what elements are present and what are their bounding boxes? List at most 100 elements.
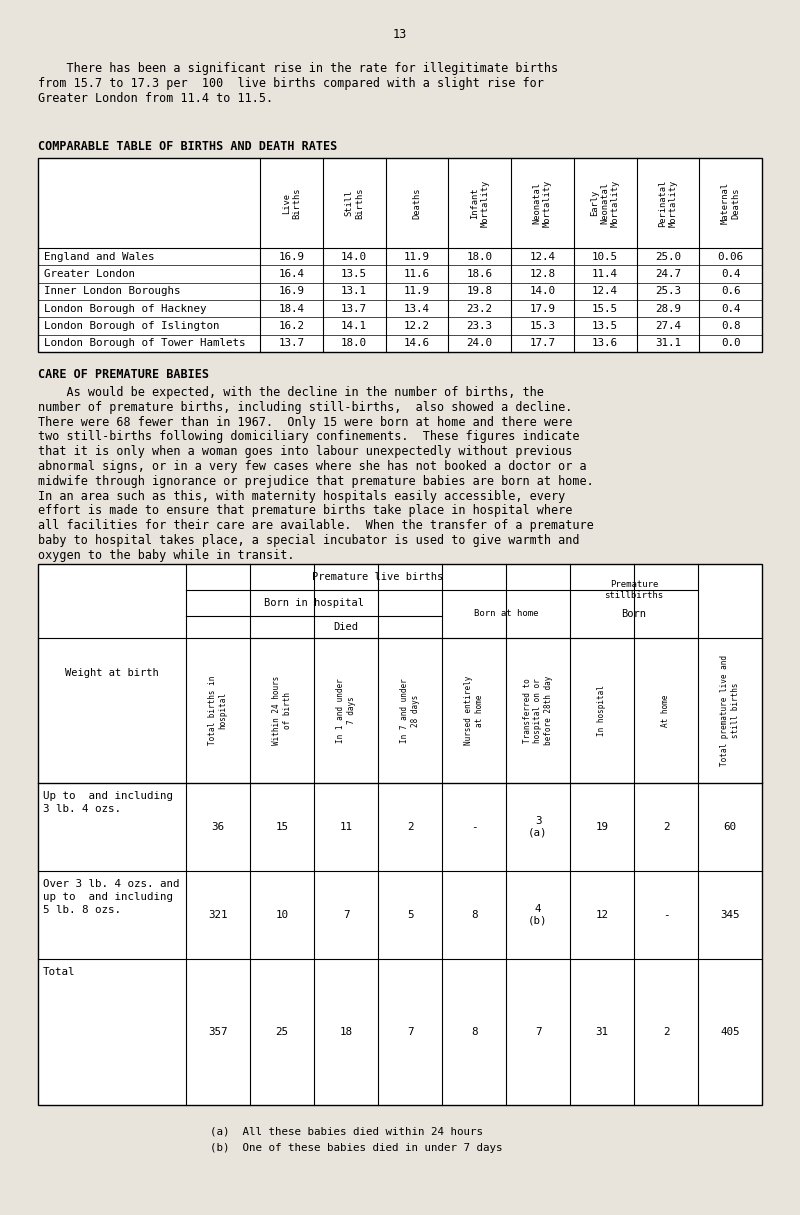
Text: Died: Died (334, 622, 358, 632)
Text: 25: 25 (275, 1027, 289, 1036)
Text: 28.9: 28.9 (655, 304, 681, 313)
Text: As would be expected, with the decline in the number of births, the: As would be expected, with the decline i… (38, 386, 544, 399)
Text: 8: 8 (470, 1027, 478, 1036)
Text: Over 3 lb. 4 ozs. and: Over 3 lb. 4 ozs. and (43, 878, 179, 889)
Text: 13.5: 13.5 (592, 321, 618, 330)
Text: effort is made to ensure that premature births take place in hospital where: effort is made to ensure that premature … (38, 504, 572, 518)
Text: Perinatal
Mortality: Perinatal Mortality (658, 180, 678, 227)
Text: 16.9: 16.9 (278, 287, 304, 296)
Text: 36: 36 (211, 823, 225, 832)
Text: Inner London Boroughs: Inner London Boroughs (44, 287, 181, 296)
Text: 11.9: 11.9 (404, 252, 430, 261)
Text: Infant
Mortality: Infant Mortality (470, 180, 490, 227)
Text: 11: 11 (339, 823, 353, 832)
Text: Deaths: Deaths (412, 187, 422, 219)
Text: In an area such as this, with maternity hospitals easily accessible, every: In an area such as this, with maternity … (38, 490, 566, 503)
Bar (38, 158, 762, 352)
Text: all facilities for their care are available.  When the transfer of a premature: all facilities for their care are availa… (38, 519, 594, 532)
Text: 23.3: 23.3 (466, 321, 493, 330)
Text: Total premature live and
still births: Total premature live and still births (720, 655, 740, 765)
Text: 12: 12 (595, 910, 609, 920)
Text: 10.5: 10.5 (592, 252, 618, 261)
Text: There were 68 fewer than in 1967.  Only 15 were born at home and there were: There were 68 fewer than in 1967. Only 1… (38, 416, 572, 429)
Text: 24.0: 24.0 (466, 338, 493, 349)
Text: 0.4: 0.4 (721, 269, 740, 279)
Text: 14.0: 14.0 (530, 287, 555, 296)
Text: 19: 19 (595, 823, 609, 832)
Text: 13.1: 13.1 (341, 287, 367, 296)
Text: 357: 357 (208, 1027, 228, 1036)
Text: 11.4: 11.4 (592, 269, 618, 279)
Text: At home: At home (662, 694, 670, 727)
Text: London Borough of Hackney: London Borough of Hackney (44, 304, 206, 313)
Text: Premature live births: Premature live births (312, 572, 444, 582)
Text: In 7 and under
28 days: In 7 and under 28 days (400, 678, 420, 742)
Text: 18.0: 18.0 (341, 338, 367, 349)
Text: 25.0: 25.0 (655, 252, 681, 261)
Text: 14.0: 14.0 (341, 252, 367, 261)
Text: 31.1: 31.1 (655, 338, 681, 349)
Text: 7: 7 (534, 1027, 542, 1036)
Text: 31: 31 (595, 1027, 609, 1036)
Text: Early
Neonatal
Mortality: Early Neonatal Mortality (590, 180, 620, 227)
Text: Total: Total (43, 967, 75, 977)
Text: 7: 7 (342, 910, 350, 920)
Text: two still-births following domiciliary confinements.  These figures indicate: two still-births following domiciliary c… (38, 430, 579, 443)
Text: baby to hospital takes place, a special incubator is used to give warmth and: baby to hospital takes place, a special … (38, 535, 579, 547)
Text: Greater London: Greater London (44, 269, 135, 279)
Text: Maternal
Deaths: Maternal Deaths (721, 182, 740, 224)
Text: 4
(b): 4 (b) (528, 904, 548, 926)
Text: 321: 321 (208, 910, 228, 920)
Text: 0.8: 0.8 (721, 321, 740, 330)
Text: 0.06: 0.06 (718, 252, 744, 261)
Text: 18.4: 18.4 (278, 304, 304, 313)
Text: (a)  All these babies died within 24 hours: (a) All these babies died within 24 hour… (210, 1128, 483, 1137)
Text: 60: 60 (723, 823, 737, 832)
Text: 24.7: 24.7 (655, 269, 681, 279)
Bar (38, 564, 762, 1104)
Text: 23.2: 23.2 (466, 304, 493, 313)
Text: Live
Births: Live Births (282, 187, 301, 219)
Text: 2: 2 (406, 823, 414, 832)
Text: 0.0: 0.0 (721, 338, 740, 349)
Text: that it is only when a woman goes into labour unexpectedly without previous: that it is only when a woman goes into l… (38, 445, 572, 458)
Text: 12.4: 12.4 (592, 287, 618, 296)
Text: from 15.7 to 17.3 per  100  live births compared with a slight rise for: from 15.7 to 17.3 per 100 live births co… (38, 77, 544, 90)
Text: Weight at birth: Weight at birth (65, 668, 159, 678)
Text: up to  and including: up to and including (43, 892, 173, 902)
Text: 17.7: 17.7 (530, 338, 555, 349)
Text: 15.5: 15.5 (592, 304, 618, 313)
Text: 8: 8 (470, 910, 478, 920)
Text: 10: 10 (275, 910, 289, 920)
Text: 18.0: 18.0 (466, 252, 493, 261)
Text: 25.3: 25.3 (655, 287, 681, 296)
Text: Nursed entirely
at home: Nursed entirely at home (464, 676, 484, 745)
Text: -: - (662, 910, 670, 920)
Text: Within 24 hours
of birth: Within 24 hours of birth (272, 676, 292, 745)
Text: 14.1: 14.1 (341, 321, 367, 330)
Text: CARE OF PREMATURE BABIES: CARE OF PREMATURE BABIES (38, 368, 209, 382)
Text: 13.6: 13.6 (592, 338, 618, 349)
Text: 0.6: 0.6 (721, 287, 740, 296)
Text: 5: 5 (406, 910, 414, 920)
Text: London Borough of Tower Hamlets: London Borough of Tower Hamlets (44, 338, 246, 349)
Text: abnormal signs, or in a very few cases where she has not booked a doctor or a: abnormal signs, or in a very few cases w… (38, 460, 586, 473)
Text: Born in hospital: Born in hospital (264, 598, 364, 608)
Text: In 1 and under
7 days: In 1 and under 7 days (336, 678, 356, 742)
Text: 3 lb. 4 ozs.: 3 lb. 4 ozs. (43, 804, 121, 814)
Text: midwife through ignorance or prejudice that premature babies are born at home.: midwife through ignorance or prejudice t… (38, 475, 594, 487)
Text: 13.7: 13.7 (341, 304, 367, 313)
Text: 12.4: 12.4 (530, 252, 555, 261)
Text: 345: 345 (720, 910, 740, 920)
Text: 17.9: 17.9 (530, 304, 555, 313)
Text: Premature
stillbirths: Premature stillbirths (605, 581, 663, 600)
Text: Total births in
hospital: Total births in hospital (208, 676, 228, 745)
Text: number of premature births, including still-births,  also showed a decline.: number of premature births, including st… (38, 401, 572, 414)
Text: 5 lb. 8 ozs.: 5 lb. 8 ozs. (43, 905, 121, 915)
Text: 12.2: 12.2 (404, 321, 430, 330)
Text: 27.4: 27.4 (655, 321, 681, 330)
Text: 15: 15 (275, 823, 289, 832)
Text: Up to  and including: Up to and including (43, 791, 173, 801)
Text: 12.8: 12.8 (530, 269, 555, 279)
Text: 3
(a): 3 (a) (528, 816, 548, 838)
